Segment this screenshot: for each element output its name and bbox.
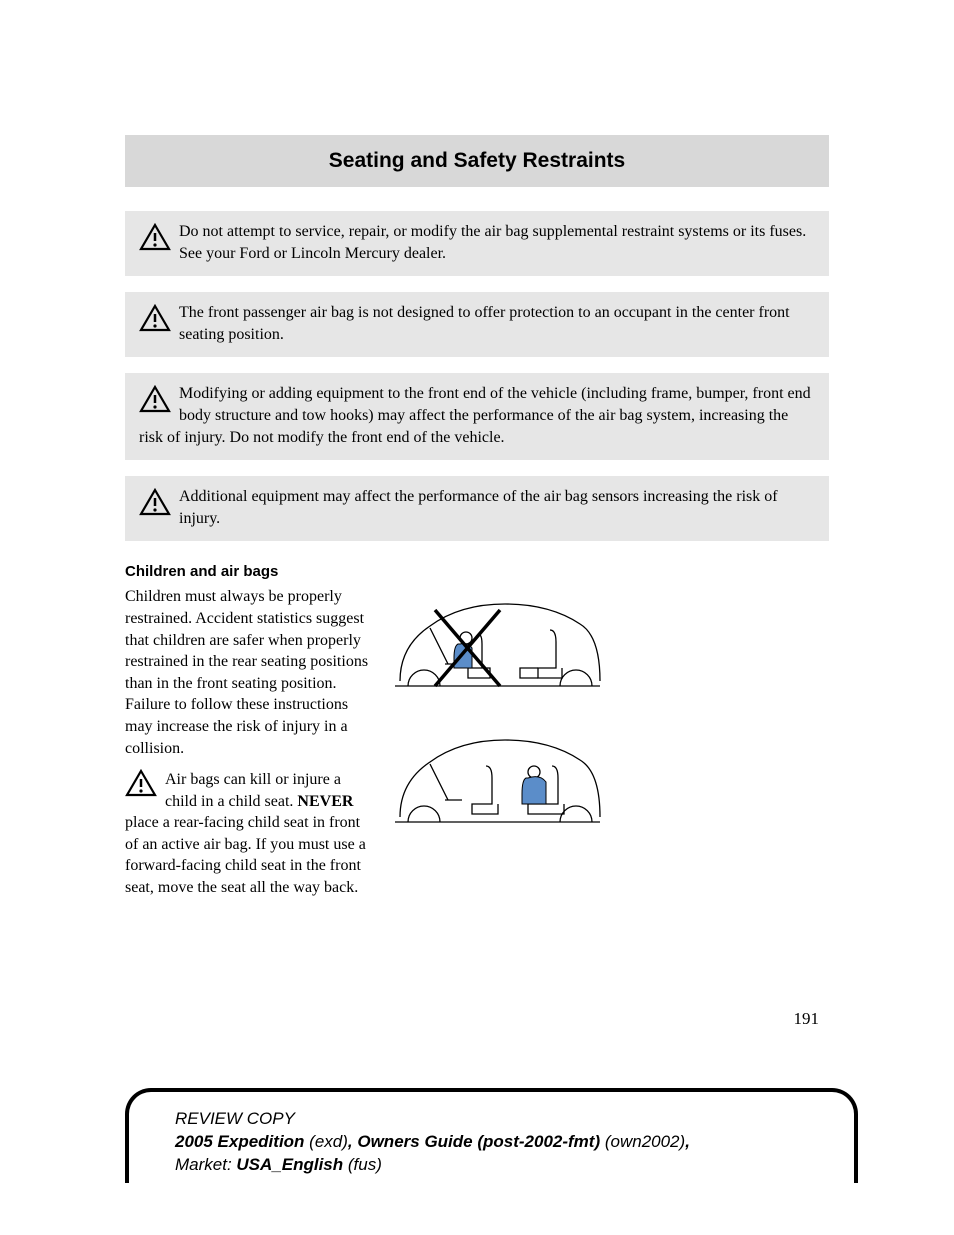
diagram-child-front-seat-incorrect — [390, 586, 605, 708]
page-number: 191 — [125, 1009, 829, 1029]
diagram-child-rear-seat-correct — [390, 722, 605, 844]
warning-text-bold: NEVER — [297, 793, 353, 810]
subsection-heading: Children and air bags — [125, 563, 829, 580]
warning-icon — [139, 385, 171, 420]
warning-box-3: Modifying or adding equipment to the fro… — [125, 373, 829, 460]
footer-line-3: Market: USA_English (fus) — [175, 1154, 824, 1177]
warning-icon — [125, 769, 157, 804]
warning-box-4: Additional equipment may affect the perf… — [125, 476, 829, 541]
warning-icon — [139, 304, 171, 339]
footer-line-1: REVIEW COPY — [175, 1108, 824, 1131]
warning-text: The front passenger air bag is not desig… — [179, 304, 790, 343]
warning-box-1: Do not attempt to service, repair, or mo… — [125, 211, 829, 276]
section-title-bar: Seating and Safety Restraints — [125, 135, 829, 187]
warning-text: Do not attempt to service, repair, or mo… — [179, 223, 806, 262]
footer-box: REVIEW COPY 2005 Expedition (exd), Owner… — [125, 1088, 858, 1183]
section-title: Seating and Safety Restraints — [145, 149, 809, 173]
warning-text: Additional equipment may affect the perf… — [179, 488, 778, 527]
warning-text: Modifying or adding equipment to the fro… — [139, 385, 811, 445]
footer-line-2: 2005 Expedition (exd), Owners Guide (pos… — [175, 1131, 824, 1154]
warning-icon — [139, 223, 171, 258]
warning-text-post: place a rear-facing child seat in front … — [125, 814, 366, 896]
body-paragraph: Children must always be properly restrai… — [125, 586, 370, 759]
warning-box-2: The front passenger air bag is not desig… — [125, 292, 829, 357]
inline-warning: Air bags can kill or injure a child in a… — [125, 769, 370, 899]
warning-icon — [139, 488, 171, 523]
